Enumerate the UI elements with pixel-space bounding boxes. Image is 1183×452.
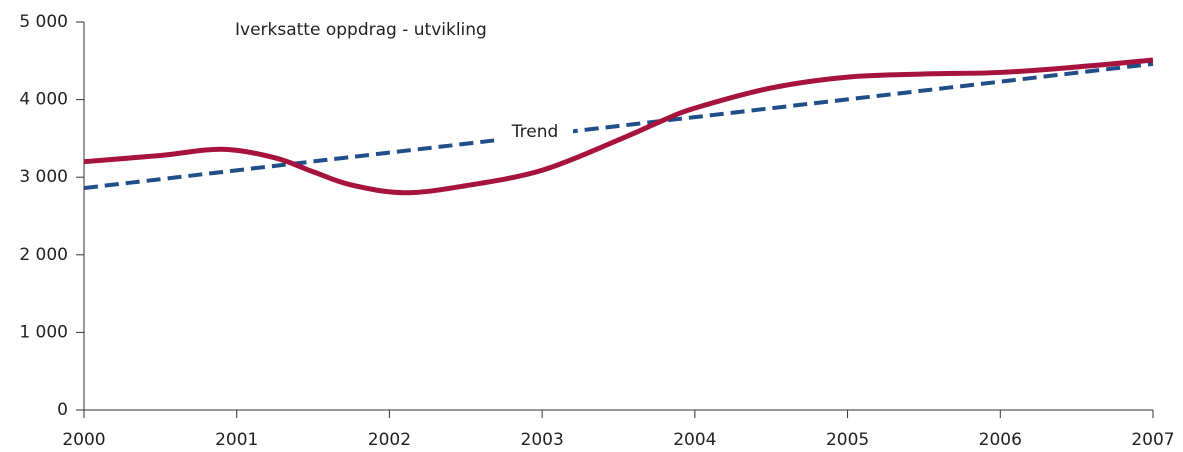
trend-label: Trend [511, 122, 559, 142]
x-tick-label: 2004 [673, 430, 716, 450]
y-tick-label: 1 000 [19, 322, 68, 342]
x-tick-label: 2003 [521, 430, 564, 450]
series-line [83, 57, 1154, 196]
y-tick-label: 0 [57, 400, 68, 420]
y-tick-label: 2 000 [19, 245, 68, 265]
y-tick-label: 5 000 [19, 12, 68, 32]
x-tick-label: 2001 [215, 430, 258, 450]
x-tick-label: 2002 [368, 430, 411, 450]
y-tick-label: 3 000 [19, 167, 68, 187]
x-tick-label: 2006 [979, 430, 1022, 450]
y-tick-label: 4 000 [19, 90, 68, 110]
x-tick-label: 2007 [1131, 430, 1174, 450]
x-tick-label: 2000 [62, 430, 105, 450]
series-label: Iverksatte oppdrag - utvikling [235, 20, 487, 40]
x-tick-label: 2005 [826, 430, 869, 450]
trend-line [83, 61, 1154, 191]
label-background [497, 118, 573, 146]
